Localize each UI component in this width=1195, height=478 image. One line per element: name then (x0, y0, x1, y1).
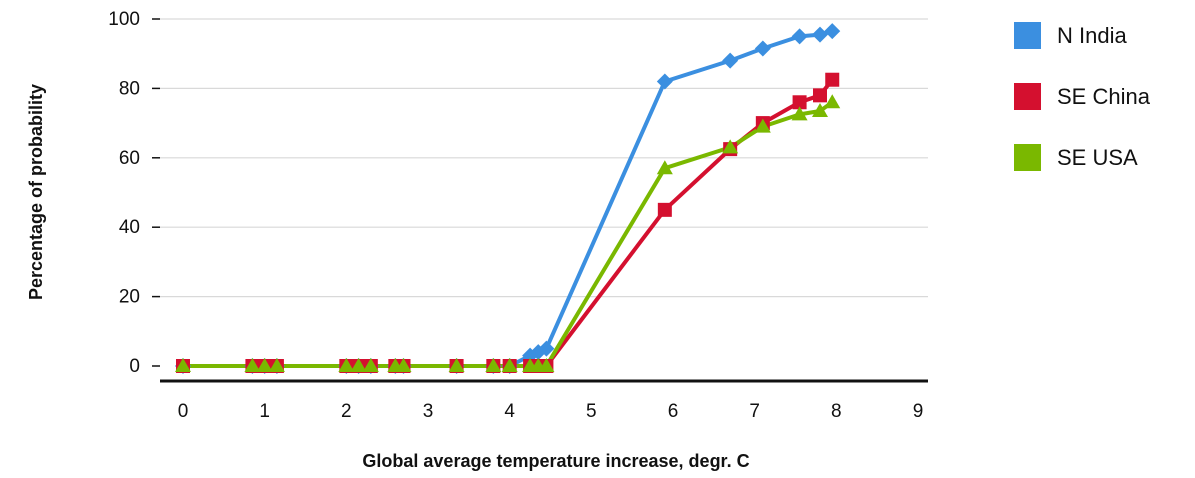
data-point (501, 358, 518, 372)
x-tick-label: 4 (504, 401, 515, 422)
legend-label: N India (1057, 23, 1127, 48)
series-line-2 (183, 100, 834, 368)
series-line-0 (183, 29, 833, 368)
data-point (256, 358, 273, 372)
grid-lines (160, 18, 928, 298)
tick-labels: 0 20 40 60 80 100 0 1 2 3 4 5 6 7 8 9 (108, 9, 923, 422)
data-point (792, 95, 807, 110)
data-point (268, 358, 285, 372)
data-point (813, 88, 827, 103)
data-point (824, 23, 841, 40)
data-point (362, 358, 379, 372)
y-tick-label: 60 (119, 148, 140, 169)
data-point (722, 52, 739, 69)
data-point (656, 160, 673, 175)
data-point (538, 340, 555, 357)
data-point (485, 358, 502, 372)
series-markers (175, 23, 841, 374)
x-tick-label: 0 (178, 401, 189, 422)
legend-swatch (1014, 83, 1041, 110)
data-point (754, 40, 771, 57)
y-tick-label: 20 (119, 287, 140, 308)
data-point (824, 94, 841, 109)
data-point (812, 102, 828, 117)
y-axis-title: Percentage of probability (26, 84, 46, 300)
x-tick-label: 7 (749, 401, 760, 422)
data-point (448, 358, 465, 372)
legend-swatch (1014, 22, 1041, 49)
y-tick-label: 0 (129, 356, 140, 377)
x-tick-label: 1 (259, 401, 270, 422)
legend-label: SE USA (1057, 145, 1138, 170)
series-line-1 (183, 78, 834, 368)
data-point (791, 28, 808, 45)
data-point (395, 358, 412, 372)
x-tick-label: 8 (831, 401, 842, 422)
series-lines (183, 29, 834, 368)
data-point (812, 26, 828, 43)
y-tick-label: 40 (119, 217, 140, 238)
data-point (538, 358, 555, 372)
data-point (657, 202, 672, 217)
y-tick-label: 100 (108, 9, 140, 30)
data-point (656, 73, 673, 90)
data-point (791, 106, 808, 121)
x-tick-label: 2 (341, 401, 352, 422)
y-tick-label: 80 (119, 78, 140, 99)
legend: N India SE China SE USA (1014, 22, 1151, 171)
data-point (338, 358, 355, 372)
x-tick-label: 3 (423, 401, 434, 422)
x-tick-label: 9 (913, 401, 924, 422)
data-point (722, 139, 739, 154)
data-point (244, 358, 261, 372)
data-point (175, 358, 191, 372)
x-axis-title: Global average temperature increase, deg… (362, 451, 749, 471)
legend-swatch (1014, 144, 1041, 171)
axes (152, 18, 928, 383)
data-point (754, 118, 771, 133)
x-tick-label: 6 (668, 401, 679, 422)
data-point (350, 358, 367, 372)
legend-label: SE China (1057, 84, 1151, 109)
x-tick-label: 5 (586, 401, 597, 422)
data-point (825, 72, 840, 87)
